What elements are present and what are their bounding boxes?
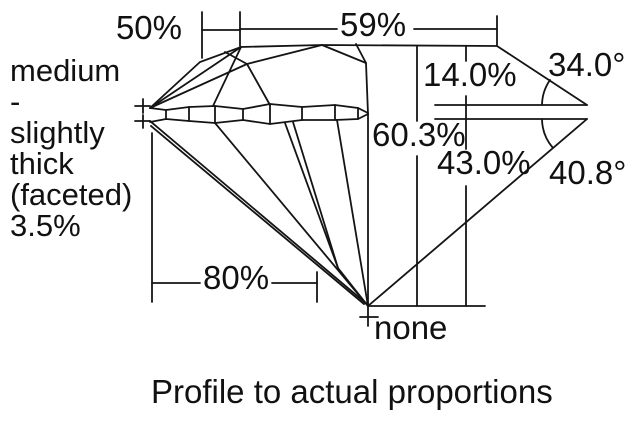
crown-angle-label: 34.0° (548, 46, 626, 83)
girdle-description: medium - slightly thick (faceted) 3.5% (10, 55, 132, 241)
table-size-label: 59% (340, 6, 407, 43)
star-length-label: 50% (115, 9, 182, 46)
girdle-description-line: - (10, 84, 21, 119)
girdle-tip-ticks (134, 98, 151, 129)
lower-girdle-label: 80% (203, 259, 270, 296)
angle-arcs (541, 79, 554, 149)
girdle-description-line: medium (10, 53, 121, 88)
pavilion-depth-label: 43.0% (437, 144, 531, 181)
top-dimension-lines (201, 11, 498, 59)
crown-height-label: 14.0% (423, 56, 517, 93)
pavilion-facets (149, 113, 588, 307)
girdle-band (149, 103, 369, 125)
girdle-description-line: slightly (10, 115, 105, 150)
pavilion-angle-label: 40.8° (549, 154, 627, 191)
girdle-description-line: thick (10, 146, 74, 181)
crown-facets (149, 43, 369, 115)
girdle-reference-lines (434, 104, 588, 120)
depth-dimension-lines (416, 45, 467, 307)
culet-marker (359, 302, 486, 327)
girdle-description-line: 3.5% (10, 208, 81, 243)
total-depth-label: 60.3% (372, 116, 466, 153)
lower-girdle-dimension (151, 132, 318, 303)
culet-label: none (374, 309, 448, 346)
caption: Profile to actual proportions (151, 373, 553, 410)
girdle-description-line: (faceted) (10, 177, 133, 212)
